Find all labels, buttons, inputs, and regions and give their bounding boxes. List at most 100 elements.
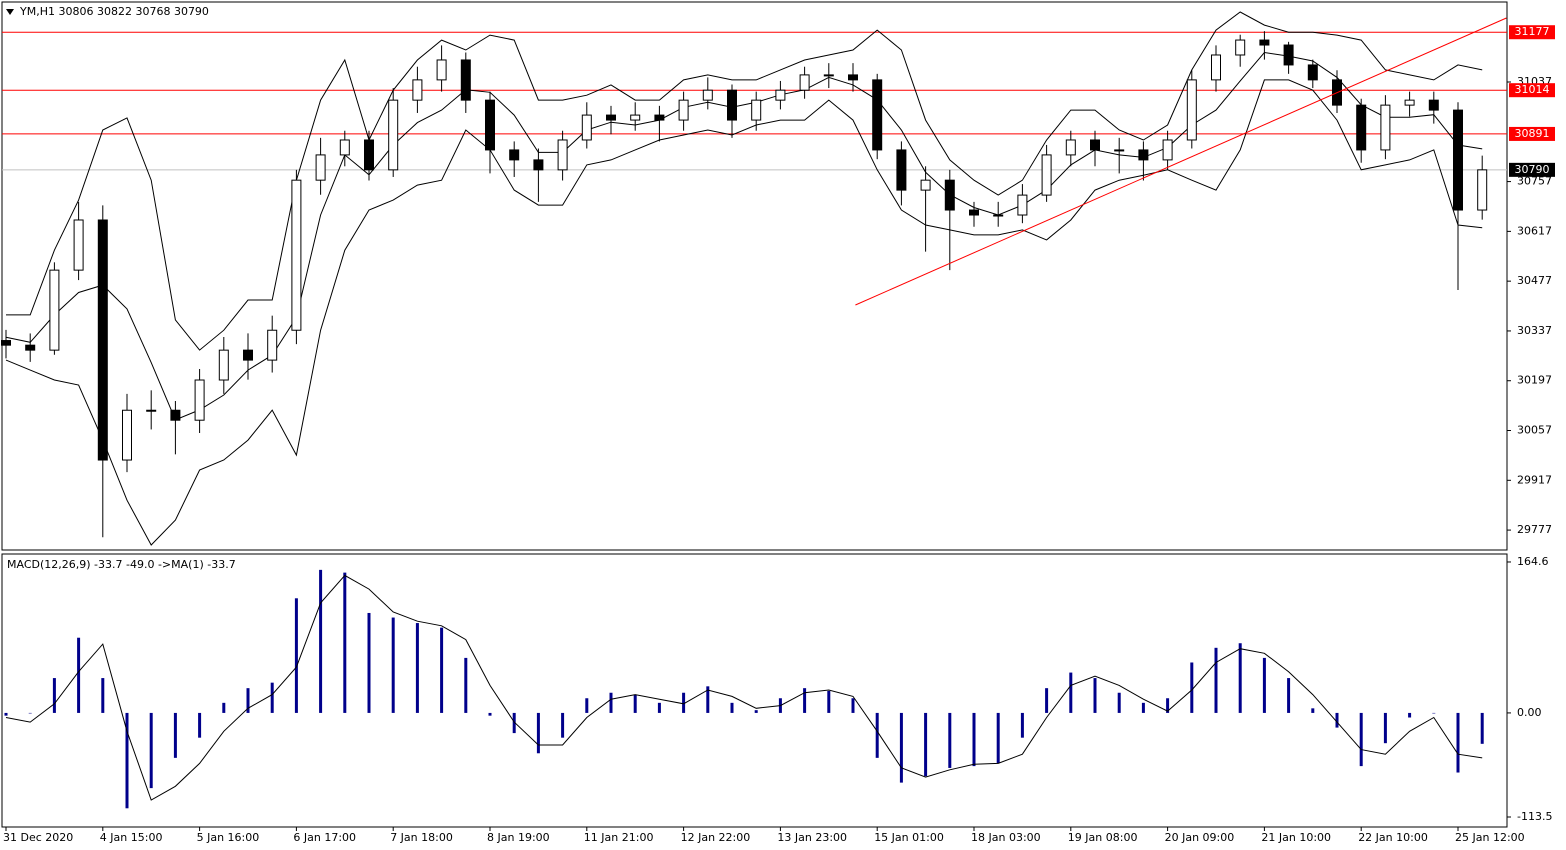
candle-body (291, 179, 302, 331)
y-tick-label: 30057 (1517, 424, 1552, 437)
bollinger-lower (5, 79, 1483, 546)
macd-bar (1262, 657, 1266, 713)
y-tick-label: 29917 (1517, 473, 1552, 486)
y-tick-label: 30617 (1517, 224, 1552, 237)
macd-bar (609, 692, 613, 713)
candle-body (727, 89, 737, 121)
candle-body (1477, 169, 1488, 211)
y-tick-label: 30197 (1517, 374, 1552, 387)
trendline (855, 17, 1507, 306)
x-tick-label: 5 Jan 16:00 (197, 831, 260, 844)
macd-bar (972, 712, 976, 767)
candle-body (823, 74, 834, 77)
macd-bar (4, 712, 8, 716)
candle-body (1065, 139, 1076, 156)
candle-body (1428, 99, 1439, 111)
macd-bar (827, 690, 831, 713)
last-price-label: 30790 (1515, 163, 1550, 176)
candle-body (920, 179, 931, 191)
x-tick-label: 11 Jan 21:00 (584, 831, 654, 844)
macd-bar (52, 678, 56, 713)
macd-bar (924, 712, 928, 777)
candle-body (1090, 139, 1100, 151)
macd-bar (682, 692, 686, 713)
y-tick-label: 30337 (1517, 324, 1552, 337)
candle-body (1380, 104, 1391, 151)
macd-bar (754, 710, 758, 713)
macd-bar (1480, 712, 1484, 744)
level-label-box (1509, 25, 1555, 40)
candle-body (509, 149, 520, 161)
candle-body (122, 409, 132, 461)
macd-bar (464, 657, 468, 713)
x-tick-label: 7 Jan 18:00 (390, 831, 453, 844)
x-tick-label: 12 Jan 22:00 (681, 831, 751, 844)
macd-bar (222, 702, 226, 713)
macd-bar (1117, 692, 1121, 713)
macd-bar (1311, 708, 1315, 713)
x-tick-label: 8 Jan 19:00 (487, 831, 550, 844)
macd-bar (536, 712, 540, 754)
y-tick-label: -113.5 (1517, 810, 1552, 823)
candle-body (896, 149, 907, 191)
candle-body (170, 409, 181, 421)
level-label-box (1509, 126, 1555, 141)
macd-bar (1020, 712, 1024, 738)
chart-title: YM,H1 30806 30822 30768 30790 (19, 5, 209, 18)
y-tick-label: 0.00 (1517, 706, 1542, 719)
candle-body (49, 269, 60, 351)
macd-bar (343, 572, 347, 713)
candle-body (412, 79, 423, 101)
x-tick-label: 18 Jan 03:00 (971, 831, 1041, 844)
x-tick-label: 4 Jan 15:00 (100, 831, 163, 844)
candle-body (73, 219, 84, 271)
candle-body (630, 114, 641, 121)
candle-body (944, 179, 955, 211)
candle-body (702, 89, 713, 101)
candle-body (485, 99, 495, 151)
candle-body (1235, 39, 1246, 56)
macd-bar (1069, 672, 1073, 713)
macd-bar (1166, 698, 1170, 713)
level-label-box (1509, 83, 1555, 98)
candle-body (533, 159, 544, 171)
macd-bar (77, 637, 81, 713)
x-tick-label: 6 Jan 17:00 (293, 831, 356, 844)
candle-body (969, 209, 979, 216)
macd-bar (1335, 712, 1339, 728)
candle-body (339, 139, 350, 156)
candle-body (460, 59, 471, 101)
candle-body (1, 340, 11, 346)
candle-body (315, 154, 326, 181)
macd-bar (948, 712, 952, 768)
x-tick-label: 13 Jan 23:00 (777, 831, 847, 844)
macd-bar (512, 712, 516, 734)
macd-title: MACD(12,26,9) -33.7 -49.0 ->MA(1) -33.7 (7, 558, 236, 571)
macd-bar (1093, 678, 1097, 713)
last-price-box (1509, 162, 1555, 177)
candle-body (993, 214, 1004, 217)
candle-body (1041, 154, 1052, 196)
candle-body (848, 74, 858, 81)
x-tick-label: 25 Jan 12:00 (1455, 831, 1525, 844)
macd-bar (415, 623, 419, 713)
y-tick-label: 30757 (1517, 175, 1552, 188)
level-label: 31014 (1515, 83, 1550, 96)
macd-bar (585, 698, 589, 713)
macd-bar (270, 682, 274, 713)
x-tick-label: 22 Jan 10:00 (1358, 831, 1428, 844)
menu-arrow[interactable] (6, 9, 14, 15)
candle-body (1114, 149, 1125, 152)
y-tick-label: 29777 (1517, 523, 1552, 536)
x-tick-label: 31 Dec 2020 (3, 831, 73, 844)
macd-bar (633, 694, 637, 713)
macd-bar (319, 569, 323, 713)
macd-pane (1, 553, 1508, 828)
macd-bar (1383, 712, 1387, 744)
candle-body (1186, 79, 1197, 141)
candle-body (1138, 149, 1149, 161)
x-tick-label: 15 Jan 01:00 (874, 831, 944, 844)
x-tick-label: 20 Jan 09:00 (1165, 831, 1235, 844)
macd-bar (851, 698, 855, 713)
